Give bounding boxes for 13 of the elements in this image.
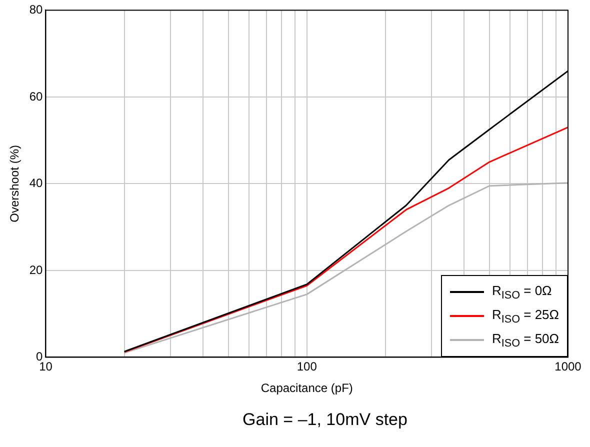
x-tick-label: 100 xyxy=(296,360,318,374)
legend-label: R$_{ISO}$ = 25Ω xyxy=(492,306,559,326)
legend-label: R$_{ISO}$ = 50Ω xyxy=(492,330,559,350)
legend-label: R$_{ISO}$ = 0Ω xyxy=(492,282,552,302)
x-tick-label: 10 xyxy=(39,360,53,374)
y-tick-label: 60 xyxy=(29,89,44,104)
y-tick-label: 20 xyxy=(29,262,44,277)
y-tick-label: 80 xyxy=(29,2,44,17)
y-tick-label: 40 xyxy=(29,176,44,190)
y-axis-title: Overshoot (%) xyxy=(8,145,22,222)
x-tick-label: 1000 xyxy=(554,360,582,374)
text: Gain = –1, 10mV step xyxy=(242,410,408,430)
x-axis-title: Capacitance (pF) xyxy=(260,381,353,396)
